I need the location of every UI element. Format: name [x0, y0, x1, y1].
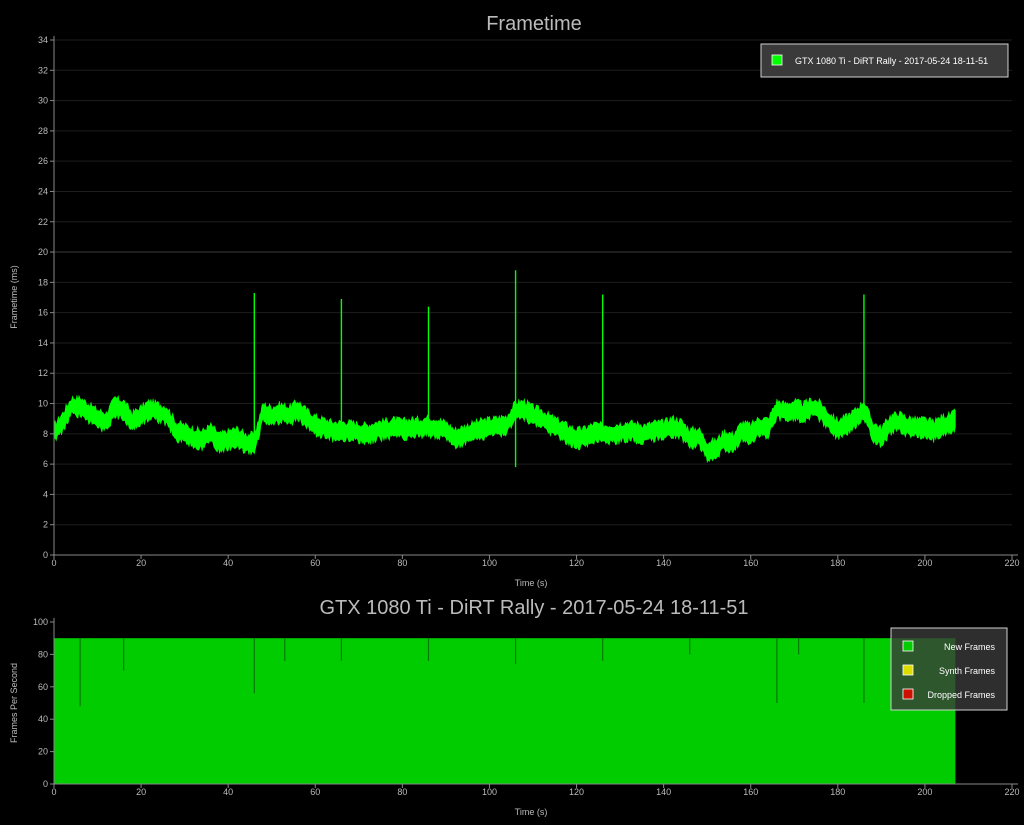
- frametime-legend-swatch: [771, 54, 783, 66]
- fps-area: [54, 638, 956, 784]
- y-tick-label: 2: [43, 520, 48, 530]
- frametime-spikes: [253, 270, 865, 468]
- fps-title: GTX 1080 Ti - DiRT Rally - 2017-05-24 18…: [319, 597, 748, 619]
- frametime-axes: [53, 36, 1018, 556]
- y-tick-label: 16: [38, 308, 48, 318]
- y-tick-label: 34: [38, 35, 48, 45]
- y-tick-label: 32: [38, 65, 48, 75]
- frametime-legend-label: GTX 1080 Ti - DiRT Rally - 2017-05-24 18…: [795, 56, 988, 66]
- fps-axes: [53, 618, 1018, 785]
- x-tick-label: 60: [310, 558, 320, 568]
- fps-y-ticks: 0 20 40 60 80 100: [33, 617, 54, 789]
- x-tick-label: 180: [830, 787, 845, 797]
- y-tick-label: 6: [43, 459, 48, 469]
- y-tick-label: 18: [38, 277, 48, 287]
- x-tick-label: 180: [830, 558, 845, 568]
- fps-chart: 0 20 40 60 80 100 0 20 40 60 80 100 120 140 160 180 200…: [9, 597, 1020, 817]
- y-tick-label: 30: [38, 96, 48, 106]
- x-tick-label: 120: [569, 558, 584, 568]
- y-tick-label: 26: [38, 156, 48, 166]
- y-tick-label: 0: [43, 550, 48, 560]
- y-tick-label: 4: [43, 489, 48, 499]
- x-tick-label: 60: [310, 787, 320, 797]
- y-tick-label: 80: [38, 649, 48, 659]
- frametime-y-axis-label: Frametime (ms): [9, 265, 19, 329]
- fps-legend-swatch-new: [902, 640, 914, 652]
- fps-legend-label-new: New Frames: [944, 642, 996, 652]
- frametime-gridlines: [54, 39, 1012, 526]
- fps-x-ticks: 0 20 40 60 80 100 120 140 160 180 200 220: [51, 784, 1020, 797]
- y-tick-label: 100: [33, 617, 48, 627]
- x-tick-label: 20: [136, 558, 146, 568]
- x-tick-label: 160: [743, 787, 758, 797]
- x-tick-label: 140: [656, 787, 671, 797]
- x-tick-label: 20: [136, 787, 146, 797]
- frametime-legend-box: [760, 43, 1009, 78]
- y-tick-label: 8: [43, 429, 48, 439]
- y-tick-label: 0: [43, 779, 48, 789]
- fps-x-axis-label: Time (s): [515, 807, 548, 817]
- x-tick-label: 80: [397, 558, 407, 568]
- frametime-series: [53, 394, 956, 463]
- x-tick-label: 160: [743, 558, 758, 568]
- x-tick-label: 200: [917, 558, 932, 568]
- fps-legend-label-synth: Synth Frames: [939, 666, 996, 676]
- y-tick-label: 14: [38, 338, 48, 348]
- x-tick-label: 220: [1004, 787, 1019, 797]
- x-tick-label: 100: [482, 787, 497, 797]
- frametime-x-ticks: 0 20 40 60 80 100 120 140 160 180 200 220: [51, 555, 1020, 568]
- y-tick-label: 28: [38, 126, 48, 136]
- fps-legend: New Frames Synth Frames Dropped Frames: [890, 627, 1008, 711]
- frametime-title: Frametime: [486, 13, 582, 35]
- y-tick-label: 60: [38, 682, 48, 692]
- x-tick-label: 100: [482, 558, 497, 568]
- y-tick-label: 24: [38, 186, 48, 196]
- x-tick-label: 80: [397, 787, 407, 797]
- y-tick-label: 20: [38, 247, 48, 257]
- frametime-x-axis-label: Time (s): [515, 578, 548, 588]
- x-tick-label: 40: [223, 787, 233, 797]
- y-tick-label: 10: [38, 399, 48, 409]
- y-tick-label: 20: [38, 747, 48, 757]
- x-tick-label: 140: [656, 558, 671, 568]
- x-tick-label: 0: [51, 787, 56, 797]
- fps-new-frames-area: [54, 638, 956, 784]
- x-tick-label: 40: [223, 558, 233, 568]
- x-tick-label: 120: [569, 787, 584, 797]
- x-tick-label: 200: [917, 787, 932, 797]
- x-tick-label: 220: [1004, 558, 1019, 568]
- fps-legend-swatch-synth: [902, 664, 914, 676]
- y-tick-label: 22: [38, 217, 48, 227]
- x-tick-label: 0: [51, 558, 56, 568]
- y-tick-label: 12: [38, 368, 48, 378]
- frametime-line: [53, 401, 956, 456]
- fps-legend-swatch-dropped: [902, 688, 914, 700]
- y-tick-label: 40: [38, 714, 48, 724]
- frametime-legend: GTX 1080 Ti - DiRT Rally - 2017-05-24 18…: [760, 43, 1009, 78]
- fps-legend-label-dropped: Dropped Frames: [927, 690, 995, 700]
- fps-dips: [79, 638, 865, 707]
- fps-y-axis-label: Frames Per Second: [9, 663, 19, 743]
